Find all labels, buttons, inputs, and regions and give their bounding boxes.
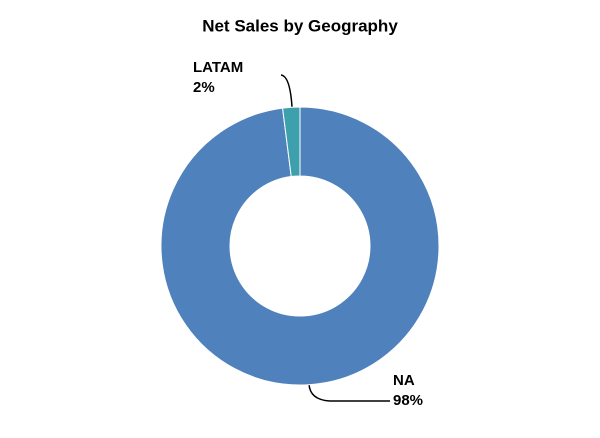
slice-value-label: 98%: [393, 392, 423, 409]
slice-category-label: NA: [393, 372, 415, 389]
leader-line: [280, 74, 293, 108]
donut-slice: [282, 106, 301, 178]
slice-category-label: LATAM: [193, 59, 243, 76]
chart-title: Net Sales by Geography: [202, 16, 398, 35]
slice-value-label: 2%: [193, 79, 215, 96]
leader-line: [308, 383, 390, 402]
donut-slice: [160, 106, 440, 386]
